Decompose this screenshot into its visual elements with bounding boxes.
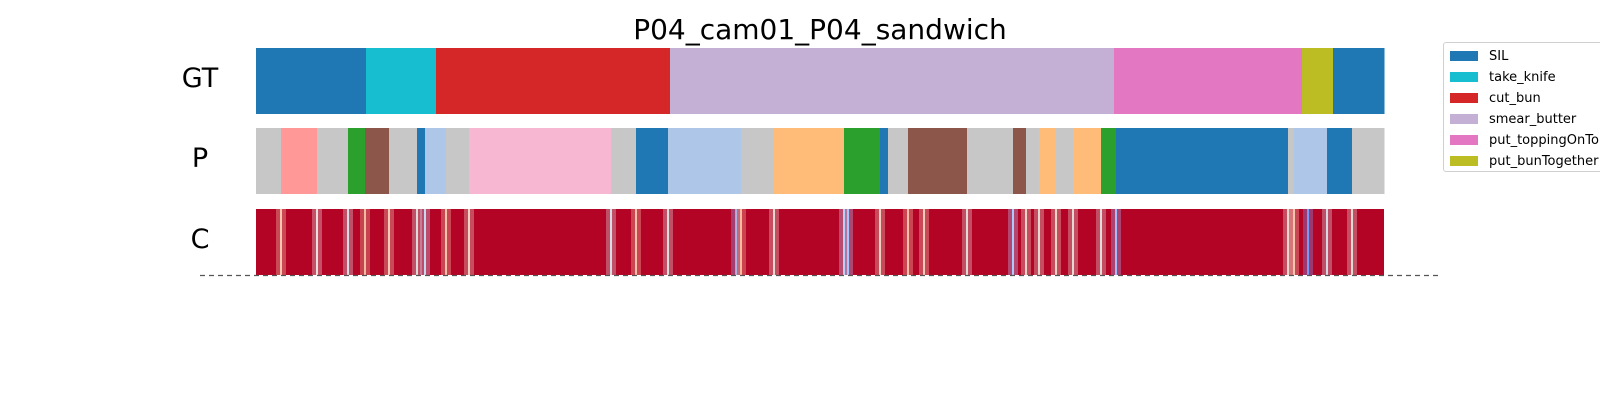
confidence-base	[256, 209, 1384, 275]
pred-segment	[1056, 128, 1074, 194]
gt-segment	[366, 48, 437, 114]
confidence-transition	[1350, 209, 1354, 275]
gt-segment	[1302, 48, 1334, 114]
legend-item: put_toppingOnTop	[1450, 132, 1600, 148]
pred-segment	[1294, 128, 1328, 194]
legend-label: cut_bun	[1489, 90, 1541, 106]
pred-segment	[1026, 128, 1040, 194]
legend-label: put_bunTogether	[1489, 153, 1599, 169]
confidence-transition	[634, 209, 638, 275]
row-label-gt: GT	[181, 63, 219, 94]
confidence-transition	[609, 209, 613, 275]
confidence-transition	[346, 209, 350, 275]
legend-label: take_knife	[1489, 69, 1556, 85]
confidence-transition	[444, 209, 448, 275]
pred-segment	[888, 128, 909, 194]
legend-item: SIL	[1450, 48, 1508, 64]
pred-segment	[967, 128, 1014, 194]
legend-label: smear_butter	[1489, 111, 1577, 127]
pred-segment	[774, 128, 845, 194]
pred-segment	[1101, 128, 1117, 194]
pred-segment	[880, 128, 889, 194]
confidence-transition	[1306, 209, 1310, 275]
confidence-transition	[1099, 209, 1103, 275]
confidence-transition	[842, 209, 846, 275]
pred-segment	[741, 128, 775, 194]
pred-segment	[256, 128, 282, 194]
row-label-c: C	[190, 224, 210, 255]
confidence-transition	[387, 209, 391, 275]
legend-label: put_toppingOnTop	[1489, 132, 1600, 148]
pred-segment	[365, 128, 390, 194]
pred-segment	[348, 128, 366, 194]
pred-segment	[317, 128, 349, 194]
confidence-transition	[1071, 209, 1075, 275]
gt-segment	[436, 48, 671, 114]
legend-swatch	[1450, 72, 1478, 82]
pred-segment	[281, 128, 318, 194]
confidence-transition	[1054, 209, 1058, 275]
legend: SIL take_knife cut_bun smear_butter put_topp…	[1443, 42, 1600, 172]
confidence-transition	[1292, 209, 1296, 275]
pred-segment	[844, 128, 881, 194]
row-p-bar	[256, 128, 1385, 194]
pred-segment	[1073, 128, 1102, 194]
confidence-transition	[846, 209, 850, 275]
pred-segment	[611, 128, 637, 194]
confidence-transition	[363, 209, 367, 275]
confidence-transition	[666, 209, 670, 275]
legend-swatch	[1450, 114, 1478, 124]
pred-segment	[1013, 128, 1027, 194]
legend-swatch	[1450, 156, 1478, 166]
pred-segment	[636, 128, 669, 194]
confidence-transition	[878, 209, 882, 275]
confidence-transition	[906, 209, 910, 275]
row-gt-bar	[256, 48, 1385, 114]
pred-segment	[1327, 128, 1353, 194]
pred-segment	[425, 128, 447, 194]
gt-segment	[670, 48, 1115, 114]
legend-swatch	[1450, 51, 1478, 61]
confidence-transition	[1325, 209, 1329, 275]
confidence-transition	[1024, 209, 1028, 275]
confidence-transition	[1286, 209, 1290, 275]
pred-segment	[1352, 128, 1385, 194]
confidence-transition	[922, 209, 926, 275]
confidence-transition	[739, 209, 743, 275]
pred-segment	[668, 128, 742, 194]
legend-item: take_knife	[1450, 69, 1556, 85]
legend-item: put_bunTogether	[1450, 153, 1598, 169]
confidence-transition	[423, 209, 427, 275]
pred-segment	[1116, 128, 1289, 194]
row-label-p: P	[191, 143, 209, 174]
pred-segment	[417, 128, 426, 194]
confidence-transition	[965, 209, 969, 275]
confidence-transition	[734, 209, 738, 275]
confidence-transition	[1011, 209, 1015, 275]
legend-swatch	[1450, 93, 1478, 103]
gt-segment	[1114, 48, 1303, 114]
pred-segment	[469, 128, 612, 194]
legend-item: cut_bun	[1450, 90, 1541, 106]
legend-swatch	[1450, 135, 1478, 145]
gt-segment	[1333, 48, 1385, 114]
confidence-transition	[415, 209, 419, 275]
pred-segment	[1039, 128, 1057, 194]
confidence-transition	[1037, 209, 1041, 275]
pred-segment	[446, 128, 470, 194]
confidence-transition	[315, 209, 319, 275]
confidence-transition	[772, 209, 776, 275]
chart-title: P04_cam01_P04_sandwich	[633, 13, 1007, 46]
confidence-transition	[279, 209, 283, 275]
pred-segment	[1288, 128, 1295, 194]
legend-item: smear_butter	[1450, 111, 1576, 127]
legend-label: SIL	[1489, 48, 1509, 64]
row-c-bar	[256, 209, 1384, 275]
pred-segment	[908, 128, 968, 194]
gt-segment	[256, 48, 367, 114]
confidence-transition	[1114, 209, 1118, 275]
pred-segment	[389, 128, 418, 194]
confidence-transition	[467, 209, 471, 275]
